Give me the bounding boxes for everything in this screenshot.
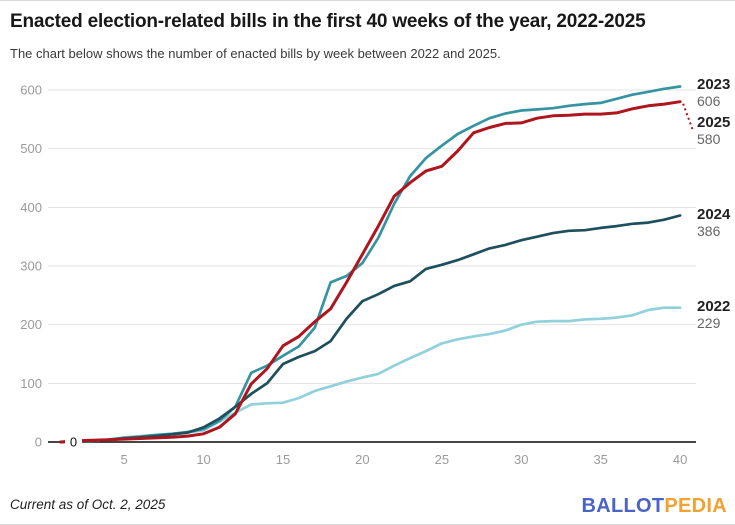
series-label-2022: 2022 229 [697,298,735,331]
series-label-2023: 2023 606 [697,76,735,109]
y-tick-label-100: 100 [20,376,42,391]
series-year-2023: 2023 [697,76,731,94]
series-year-2022: 2022 [697,297,731,315]
start-value-label: 0 [70,435,77,450]
series-line-2025 [59,100,682,444]
x-tick-label-30: 30 [514,452,528,467]
y-tick-label-400: 400 [20,200,42,215]
chart-subtitle: The chart below shows the number of enac… [10,46,501,61]
start-label-mask [65,432,82,449]
y-tick-label-300: 300 [20,259,42,274]
ballotpedia-logo: BALLOTPEDIA [581,495,727,518]
series-year-2024: 2024 [697,205,731,223]
series-year-2025: 2025 [697,114,731,132]
x-tick-label-15: 15 [276,452,290,467]
chart-title: Enacted election-related bills in the fi… [10,11,646,32]
series-final-value-2022: 229 [697,314,721,331]
y-tick-label-500: 500 [20,141,42,156]
label-leader-line-2025 [682,103,694,131]
current-as-of-note: Current as of Oct. 2, 2025 [10,497,166,512]
x-tick-label-40: 40 [673,452,687,467]
series-line-2024 [59,214,682,444]
series-final-value-2024: 386 [697,222,721,239]
series-label-2024: 2024 386 [697,206,735,239]
y-tick-label-0: 0 [35,435,42,450]
logo-pedia-text: PEDIA [664,495,727,517]
series-line-2022 [59,306,682,444]
y-tick-label-600: 600 [20,83,42,98]
x-tick-label-35: 35 [593,452,607,467]
series-label-2025: 2025 580 [697,114,735,147]
series-final-value-2023: 606 [697,93,721,110]
logo-ballot-text: BALLOT [581,495,665,517]
y-tick-label-200: 200 [20,317,42,332]
series-line-2023 [59,85,682,444]
series-final-value-2025: 580 [697,131,721,148]
x-tick-label-5: 5 [121,452,128,467]
x-tick-label-10: 10 [196,452,210,467]
x-tick-label-25: 25 [435,452,449,467]
x-tick-label-20: 20 [355,452,369,467]
